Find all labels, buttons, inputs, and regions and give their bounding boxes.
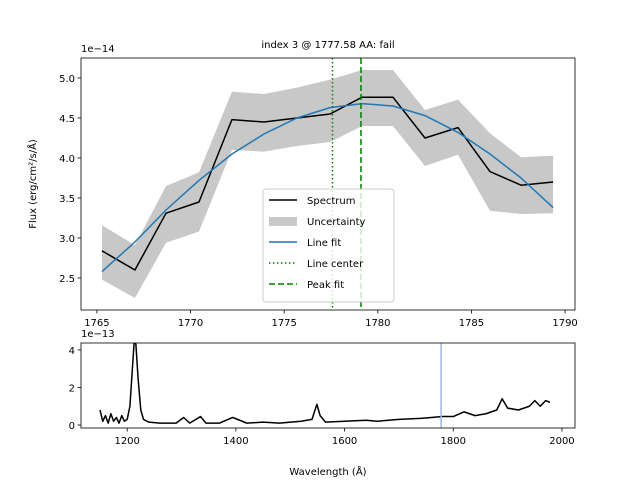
y-tick-label: 4.5: [59, 114, 75, 125]
legend-label: Uncertainty: [307, 217, 366, 228]
y-tick-label: 2.5: [59, 274, 75, 285]
chart-title: index 3 @ 1777.58 AA: fail: [261, 40, 394, 51]
x-tick-label: 1775: [271, 318, 296, 329]
y-tick-label: 3.5: [59, 194, 75, 205]
y-tick-label: 4: [69, 346, 75, 357]
uncertainty-band: [101, 70, 554, 298]
x-tick-label: 1765: [84, 318, 109, 329]
x-tick-label: 1780: [365, 318, 390, 329]
x-tick-label: 1770: [178, 318, 203, 329]
y-tick-label: 5.0: [59, 74, 75, 85]
legend-label: Line center: [307, 259, 364, 270]
y-tick-label: 4.0: [59, 154, 75, 165]
legend-label: Peak fit: [307, 280, 344, 291]
legend-label: Spectrum: [307, 196, 355, 207]
x-tick-label: 1400: [223, 436, 248, 447]
x-tick-label: 1600: [332, 436, 357, 447]
legend-label: Line fit: [307, 238, 341, 249]
x-axis-label: Wavelength (Å): [289, 465, 366, 478]
series-line: [99, 343, 551, 424]
y-offset-label: 1e−14: [81, 44, 115, 55]
y-tick-label: 2: [69, 383, 75, 394]
plot-area: [99, 343, 551, 428]
y-offset-label: 1e−13: [81, 329, 115, 340]
legend: Spectrum Uncertainty Line fit Line center Pe…: [262, 188, 395, 303]
series-line: [101, 96, 554, 271]
x-tick-label: 1790: [552, 318, 577, 329]
legend-swatch: [269, 217, 297, 226]
axes-frame: [80, 57, 576, 311]
x-tick-label: 1200: [114, 436, 139, 447]
x-tick-label: 1800: [441, 436, 466, 447]
x-tick-label: 2000: [549, 436, 574, 447]
y-tick-label: 0: [69, 421, 75, 432]
x-tick-label: 1785: [459, 318, 484, 329]
y-axis-label: Flux (erg/cm²/s/Å): [26, 139, 39, 229]
series-line: [101, 102, 554, 273]
axes-frame: [80, 342, 576, 429]
y-tick-label: 3.0: [59, 234, 75, 245]
